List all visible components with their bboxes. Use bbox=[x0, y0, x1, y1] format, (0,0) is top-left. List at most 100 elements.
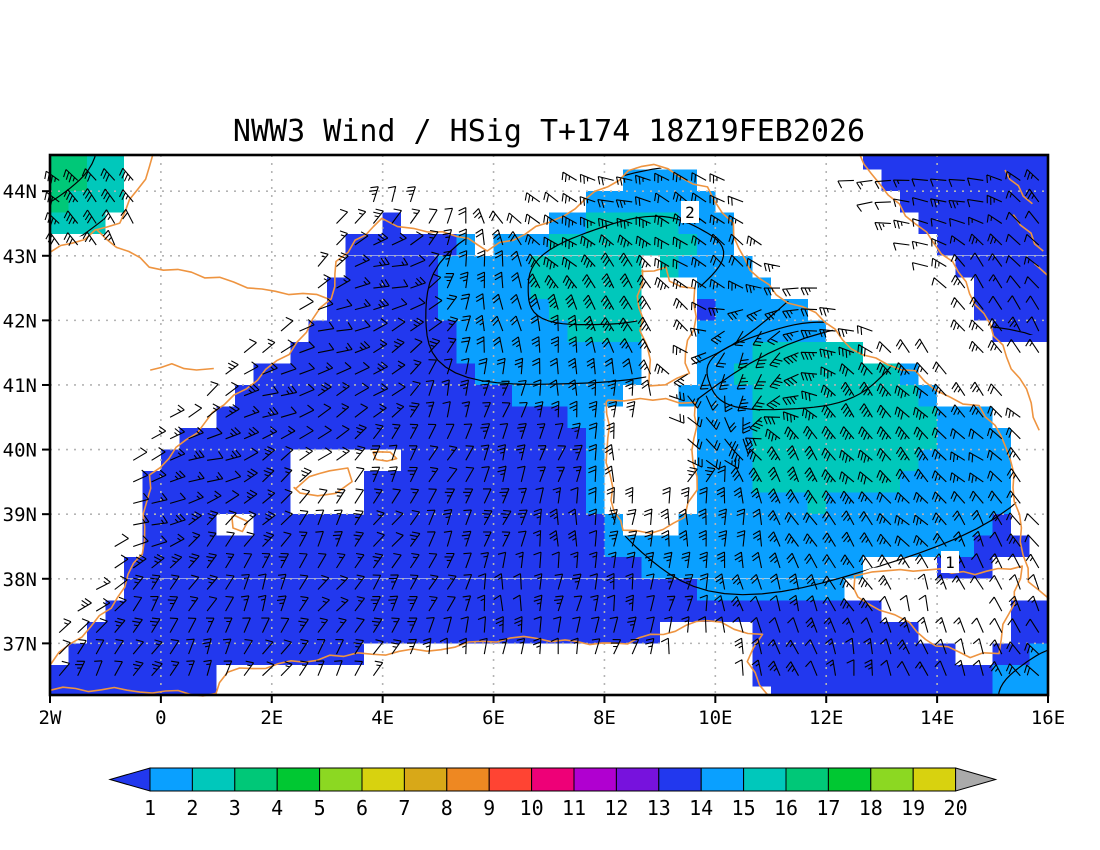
colorbar-value-label: 3 bbox=[229, 796, 241, 820]
sea-cell bbox=[900, 643, 919, 665]
sea-cell bbox=[308, 320, 328, 342]
sea-cell bbox=[327, 277, 346, 299]
sea-cell bbox=[641, 169, 660, 192]
sea-cell bbox=[475, 578, 494, 601]
sea-cell bbox=[974, 169, 993, 192]
sea-cell bbox=[530, 514, 549, 536]
sea-cell bbox=[160, 643, 180, 665]
sea-cell bbox=[770, 686, 790, 695]
sea-cell bbox=[826, 686, 845, 695]
sea-cell bbox=[937, 428, 956, 450]
colorbar-value-label: 9 bbox=[483, 796, 495, 820]
sea-cell bbox=[678, 578, 697, 601]
sea-cell bbox=[290, 578, 309, 601]
sea-cell bbox=[549, 255, 568, 278]
lat-axis-label: 37N bbox=[3, 633, 37, 655]
colorbar-value-label: 17 bbox=[816, 796, 840, 820]
sea-cell bbox=[807, 686, 827, 695]
sea-cell bbox=[586, 449, 605, 472]
sea-cell bbox=[586, 385, 605, 407]
sea-cell bbox=[696, 363, 716, 385]
sea-cell bbox=[586, 514, 605, 536]
sea-cell bbox=[715, 514, 734, 536]
sea-cell bbox=[197, 686, 217, 695]
sea-cell bbox=[419, 578, 439, 601]
sea-cell bbox=[863, 155, 882, 170]
coastline-path bbox=[605, 397, 698, 535]
sea-cell bbox=[290, 514, 309, 536]
colorbar-value-label: 8 bbox=[441, 796, 453, 820]
sea-cell bbox=[752, 298, 771, 321]
colorbar-value-label: 4 bbox=[271, 796, 283, 820]
sea-cell bbox=[87, 643, 106, 665]
sea-cell bbox=[290, 643, 309, 665]
sea-cell bbox=[493, 385, 513, 407]
sea-cell bbox=[770, 643, 790, 665]
contour-label: 2 bbox=[685, 203, 695, 222]
map-frame bbox=[48, 153, 1050, 697]
hsig-contour-line bbox=[527, 215, 725, 326]
sea-cell bbox=[955, 514, 975, 536]
sea-cell bbox=[50, 686, 69, 695]
sea-cell bbox=[567, 212, 586, 235]
sea-cell bbox=[789, 578, 808, 601]
sea-cell bbox=[234, 578, 254, 601]
sea-cell bbox=[881, 155, 901, 170]
sea-cell bbox=[216, 406, 235, 428]
sea-cell bbox=[937, 686, 956, 695]
sea-cell bbox=[87, 155, 106, 170]
sea-cell bbox=[105, 600, 124, 622]
sea-cell bbox=[50, 155, 69, 170]
sea-cell bbox=[456, 255, 476, 278]
sea-cell bbox=[179, 686, 198, 695]
sea-cell bbox=[955, 155, 975, 170]
sea-cell bbox=[438, 385, 457, 407]
sea-cell bbox=[549, 449, 568, 472]
sea-cell bbox=[271, 578, 291, 601]
sea-cell bbox=[327, 643, 346, 665]
sea-cell bbox=[105, 155, 124, 170]
coastline-path bbox=[1004, 169, 1033, 205]
sea-cell bbox=[992, 686, 1011, 695]
lat-axis-label: 42N bbox=[3, 310, 37, 332]
sea-cell bbox=[234, 492, 254, 515]
sea-cell bbox=[382, 578, 402, 601]
sea-cell bbox=[752, 341, 771, 364]
sea-cell bbox=[604, 514, 623, 536]
colorbar-value-label: 20 bbox=[944, 796, 968, 820]
sea-cell bbox=[68, 643, 87, 665]
sea-cell bbox=[974, 471, 993, 493]
sea-cell bbox=[807, 643, 827, 665]
sea-cell bbox=[216, 578, 235, 601]
sea-cell bbox=[327, 406, 346, 428]
sea-cell bbox=[549, 578, 568, 601]
sea-cell bbox=[142, 578, 161, 601]
sea-cell bbox=[234, 406, 254, 428]
sea-cell bbox=[955, 234, 975, 256]
sea-cell bbox=[752, 578, 771, 601]
sea-cell bbox=[918, 155, 938, 170]
sea-cell bbox=[567, 385, 586, 407]
sea-cell bbox=[696, 514, 716, 536]
sea-cell bbox=[1011, 155, 1030, 170]
sea-cell bbox=[863, 643, 882, 665]
sea-cell bbox=[955, 212, 975, 235]
lon-axis-label: 12E bbox=[809, 707, 843, 729]
coastline-path bbox=[50, 153, 154, 253]
sea-cell bbox=[678, 514, 697, 536]
sea-cell bbox=[733, 406, 753, 428]
sea-cell bbox=[586, 578, 605, 601]
sea-cell bbox=[789, 686, 808, 695]
colorbar-below-min-arrow bbox=[108, 767, 151, 792]
sea-cell bbox=[1029, 686, 1048, 695]
sea-cell bbox=[419, 320, 439, 342]
lon-axis-label: 6E bbox=[482, 707, 505, 729]
sea-cell bbox=[1029, 320, 1048, 342]
sea-cell bbox=[493, 449, 513, 472]
sea-cell bbox=[475, 385, 494, 407]
sea-cell bbox=[1029, 191, 1048, 213]
sea-cell bbox=[918, 686, 938, 695]
sea-cell bbox=[715, 578, 734, 601]
lon-axis-label: 2W bbox=[39, 707, 62, 729]
